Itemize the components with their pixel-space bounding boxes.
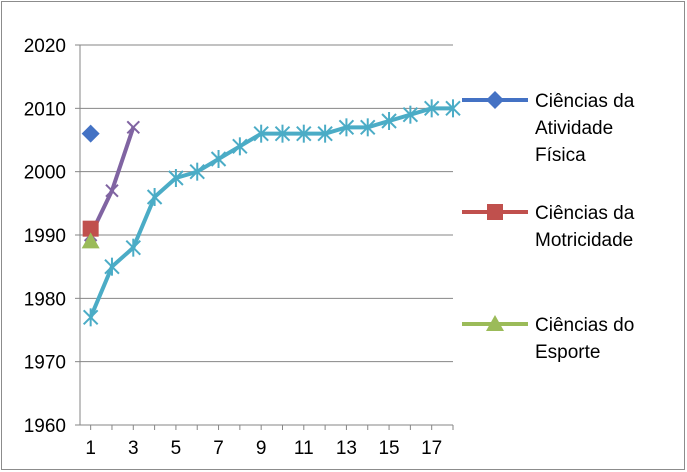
data-point: [189, 162, 205, 181]
data-point: [338, 118, 355, 137]
y-tick-label: 1960: [24, 416, 66, 437]
data-point: [296, 124, 312, 143]
legend-entry-2: Ciências do Esporte: [462, 315, 634, 363]
series-layer: [81, 99, 461, 327]
x-tick-label: 5: [171, 438, 182, 459]
x-marker-stroke: [126, 120, 140, 135]
legend: Ciências da Atividade Física Ciências da Mot…: [462, 91, 635, 363]
x-tick-label: 9: [256, 438, 267, 459]
legend-label: Motricidade: [535, 230, 633, 251]
x-marker-stroke: [105, 183, 119, 198]
y-tick-label: 2000: [24, 163, 66, 184]
y-tick-label: 2020: [24, 36, 66, 57]
data-point: [317, 124, 333, 143]
data-point: [381, 112, 397, 130]
series-line: [88, 106, 453, 319]
gridlines: [80, 44, 453, 426]
x-tick-label: 13: [336, 438, 357, 459]
data-point: [146, 188, 163, 206]
series-0: [81, 124, 100, 143]
data-point: [423, 99, 440, 118]
y-tick-label: 1970: [24, 353, 66, 374]
legend-marker: [487, 204, 503, 220]
data-point: [445, 99, 461, 118]
y-tick-label: 2010: [24, 99, 66, 120]
data-point: [253, 124, 269, 143]
data-point: [210, 150, 227, 168]
series-1: [82, 220, 99, 237]
y-tick-label: 1980: [24, 289, 66, 310]
legend-label: Física: [535, 145, 586, 166]
x-tick-label: 17: [421, 438, 442, 459]
x-tick-label: 3: [128, 438, 139, 459]
x-tick-label: 1: [85, 438, 96, 459]
data-point: [81, 124, 100, 143]
legend-entry-0: Ciências da Atividade Física: [462, 91, 635, 166]
y-tick-label: 1990: [24, 226, 66, 247]
data-point: [125, 238, 141, 257]
series-2: [81, 232, 100, 249]
data-point: [81, 232, 100, 249]
x-tick-labels: 1 3 5 7 9 11 13 15 17: [85, 438, 442, 459]
data-point: [274, 124, 291, 143]
data-point: [360, 118, 376, 137]
legend-label: Ciências da: [535, 203, 635, 224]
data-point: [82, 308, 99, 327]
data-point: [104, 257, 120, 276]
legend-label: Ciências da: [535, 91, 635, 112]
axes: [75, 44, 454, 430]
x-tick-label: 11: [294, 438, 314, 459]
legend-entry-1: Ciências da Motricidade: [462, 203, 635, 251]
data-point: [105, 183, 119, 198]
legend-label: Esporte: [535, 342, 600, 363]
data-point: [232, 137, 248, 156]
x-tick-label: 15: [378, 438, 399, 459]
legend-marker: [486, 91, 504, 109]
y-tick-labels: 1960 1970 1980 1990 2000 2010 2020: [24, 36, 66, 437]
legend-label: Ciências do: [535, 315, 634, 336]
data-point: [82, 220, 99, 237]
series-4: [82, 99, 461, 327]
legend-label: Atividade: [535, 118, 613, 139]
series-line: [88, 126, 136, 236]
data-point: [168, 169, 184, 187]
data-point: [402, 105, 419, 124]
x-tick-label: 7: [213, 438, 224, 459]
data-point: [126, 120, 140, 135]
legend-marker: [486, 315, 504, 331]
